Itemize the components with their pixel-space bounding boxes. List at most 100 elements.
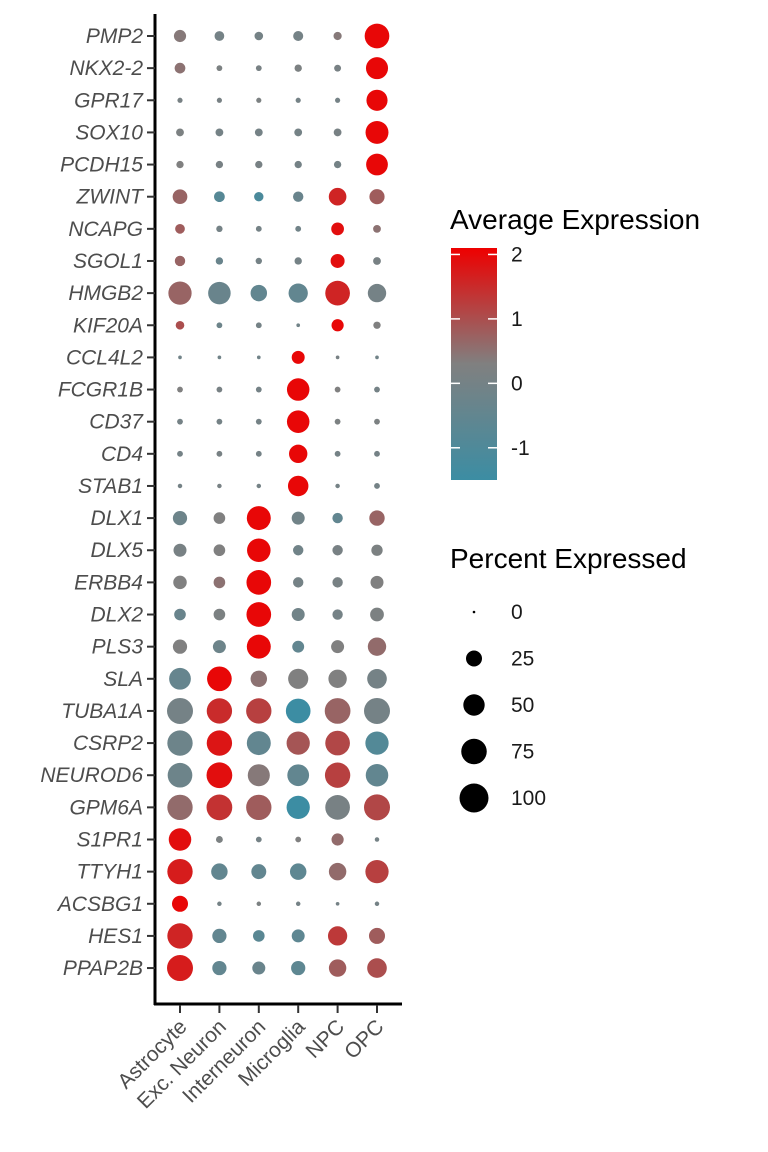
size-legend-label: 100 (511, 787, 546, 810)
dot-erbb4-exc-neuron (213, 576, 226, 589)
dot-dlx1-astrocyte (172, 510, 188, 526)
gene-label-cd4: CD4 (101, 443, 143, 466)
dot-ccl4l2-interneuron (256, 355, 261, 360)
color-tick-label: 2 (511, 243, 523, 266)
dot-sox10-exc-neuron (215, 128, 224, 137)
dot-pmp2-astrocyte (173, 29, 187, 43)
dot-hes1-astrocyte (167, 923, 193, 949)
dot-kif20a-astrocyte (175, 320, 185, 330)
dot-zwint-microglia (293, 191, 304, 202)
dot-stab1-exc-neuron (217, 483, 222, 489)
color-legend-title: Average Expression (450, 204, 700, 235)
dot-gpr17-microglia (295, 97, 301, 103)
dot-sla-opc (367, 668, 387, 689)
dot-hmgb2-microglia (288, 283, 308, 303)
gene-label-ttyh1: TTYH1 (76, 861, 143, 884)
dot-nkx2-2-interneuron (255, 65, 262, 72)
dot-ttyh1-npc (328, 862, 347, 881)
dot-hes1-interneuron (252, 930, 265, 942)
dot-ppap2b-opc (367, 958, 387, 978)
dot-nkx2-2-npc (334, 64, 342, 72)
dot-stab1-interneuron (256, 483, 262, 489)
color-tick-label: -1 (511, 437, 530, 460)
gene-label-erbb4: ERBB4 (74, 571, 143, 594)
dot-ncapg-interneuron (255, 225, 262, 232)
dot-csrp2-npc (325, 730, 350, 756)
dot-cd37-interneuron (255, 418, 262, 425)
dot-ttyh1-interneuron (251, 864, 267, 880)
dot-s1pr1-npc (331, 833, 344, 846)
dot-nkx2-2-opc (365, 57, 389, 80)
dot-s1pr1-microglia (295, 836, 302, 843)
dot-sgol1-astrocyte (174, 255, 186, 267)
dot-pls3-microglia (292, 640, 305, 653)
dot-fcgr1b-exc-neuron (216, 386, 223, 393)
size-legend-title: Percent Expressed (450, 543, 687, 574)
dot-ncapg-astrocyte (175, 223, 185, 234)
dot-dlx5-microglia (293, 545, 304, 556)
size-legend-label: 75 (511, 741, 534, 764)
dot-pls3-npc (331, 640, 345, 654)
dot-pcdh15-interneuron (255, 160, 263, 169)
dot-ccl4l2-astrocyte (178, 355, 182, 360)
dot-cd37-astrocyte (177, 418, 183, 425)
dot-fcgr1b-astrocyte (177, 386, 183, 393)
color-legend-ticks: 2 1 0 -1 (451, 243, 530, 460)
dot-sla-exc-neuron (207, 666, 232, 692)
dot-cd4-astrocyte (177, 450, 183, 457)
dot-tuba1a-npc (324, 698, 351, 724)
gene-label-sla: SLA (103, 668, 143, 691)
dot-stab1-astrocyte (177, 483, 183, 489)
dot-erbb4-npc (332, 577, 343, 588)
dot-acsbg1-npc (335, 901, 340, 906)
dot-csrp2-exc-neuron (206, 730, 233, 756)
dot-sla-astrocyte (169, 667, 191, 690)
dot-cd4-npc (334, 450, 341, 457)
dot-gpm6a-exc-neuron (206, 794, 233, 821)
gene-label-neurod6: NEUROD6 (40, 764, 143, 787)
dot-pcdh15-exc-neuron (215, 160, 224, 169)
dot-s1pr1-astrocyte (168, 828, 192, 851)
dot-stab1-opc (374, 483, 380, 489)
dot-kif20a-exc-neuron (216, 322, 223, 329)
dot-stab1-microglia (287, 475, 309, 497)
dot-dlx2-opc (370, 607, 384, 622)
dot-pcdh15-npc (333, 160, 342, 169)
dot-erbb4-astrocyte (173, 575, 187, 590)
gene-label-acsbg1: ACSBG1 (56, 893, 143, 916)
size-legend-dot (461, 738, 487, 765)
gene-label-pcdh15: PCDH15 (60, 154, 143, 177)
dot-cd37-npc (334, 418, 341, 425)
dot-hmgb2-exc-neuron (208, 281, 231, 305)
dot-hmgb2-interneuron (250, 284, 268, 302)
dot-ttyh1-opc (365, 860, 389, 884)
dot-sox10-interneuron (254, 128, 263, 137)
dot-gpr17-exc-neuron (216, 97, 222, 103)
dot-ttyh1-exc-neuron (211, 863, 228, 880)
dot-pmp2-npc (333, 31, 342, 41)
dot-gpm6a-interneuron (246, 794, 272, 821)
dot-dlx5-opc (371, 544, 383, 556)
dot-ccl4l2-microglia (291, 350, 305, 364)
dot-dlx5-astrocyte (173, 543, 187, 557)
cell-type-label-npc: NPC (302, 1015, 350, 1063)
dot-nkx2-2-exc-neuron (216, 65, 223, 72)
dot-tuba1a-exc-neuron (206, 698, 233, 724)
dot-csrp2-astrocyte (167, 730, 193, 756)
dot-dlx1-exc-neuron (213, 512, 226, 524)
dot-s1pr1-opc (374, 837, 380, 842)
dot-gpm6a-opc (364, 794, 390, 821)
gene-label-pls3: PLS3 (92, 636, 144, 659)
dot-acsbg1-microglia (295, 901, 301, 907)
dots-layer (167, 23, 390, 982)
dot-sgol1-opc (373, 257, 381, 265)
dot-dlx2-interneuron (246, 602, 272, 627)
gene-label-kif20a: KIF20A (73, 314, 143, 337)
gene-label-sgol1: SGOL1 (73, 250, 143, 273)
dot-cd4-exc-neuron (216, 450, 223, 457)
dot-hmgb2-npc (325, 280, 350, 306)
size-legend-items: 0 25 50 75 100 (459, 601, 546, 813)
gene-label-dlx1: DLX1 (90, 507, 143, 530)
dot-pls3-exc-neuron (212, 640, 226, 654)
